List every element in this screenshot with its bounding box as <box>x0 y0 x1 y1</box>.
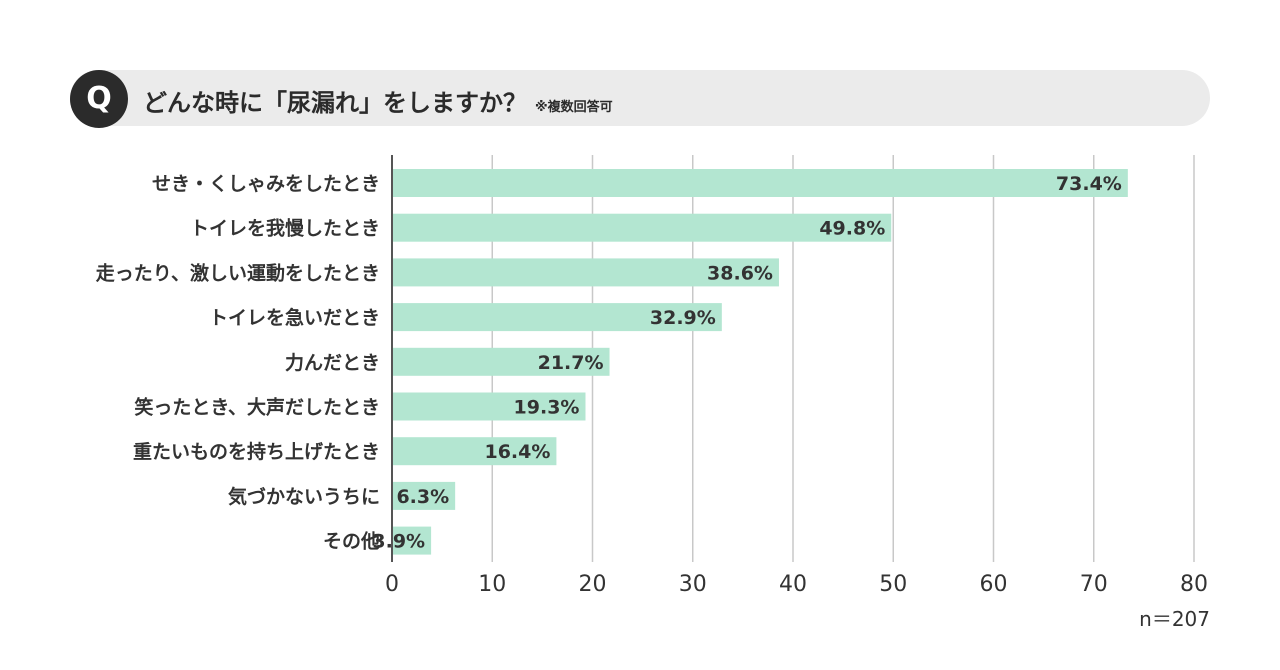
bar-value-label: 21.7% <box>538 352 604 374</box>
x-tick-label: 80 <box>1180 572 1208 597</box>
x-tick-label: 50 <box>879 572 907 597</box>
bar-value-label: 32.9% <box>650 307 716 329</box>
category-label: その他 <box>323 530 380 553</box>
question-badge: Q <box>70 70 128 128</box>
bar <box>392 526 432 555</box>
sample-size: n＝207 <box>1139 607 1210 631</box>
x-tick-label: 70 <box>1080 572 1108 597</box>
category-label: 笑ったとき、大声だしたとき <box>134 396 380 419</box>
question-text: どんな時に「尿漏れ」をしますか？ <box>143 89 527 117</box>
question-title: どんな時に「尿漏れ」をしますか？ ※複数回答可 <box>143 83 613 118</box>
category-label: 気づかないうちに <box>228 485 380 508</box>
x-tick-label: 40 <box>779 572 807 597</box>
x-tick-label: 60 <box>980 572 1008 597</box>
x-tick-label: 30 <box>679 572 707 597</box>
category-label: 力んだとき <box>285 351 380 374</box>
bar-value-label: 73.4% <box>1056 173 1122 195</box>
category-label: せき・くしゃみをしたとき <box>152 173 380 195</box>
bar <box>392 392 586 421</box>
category-label: 重たいものを持ち上げたとき <box>133 440 380 463</box>
bar <box>392 258 779 287</box>
bar-value-label: 19.3% <box>514 397 580 419</box>
bar <box>392 213 892 242</box>
bar-value-label: 38.6% <box>707 262 773 284</box>
category-label: トイレを我慢したとき <box>190 217 380 240</box>
bar <box>392 303 722 332</box>
question-banner <box>70 70 1210 126</box>
category-label: トイレを急いだとき <box>209 306 380 329</box>
bar <box>392 481 456 510</box>
bar <box>392 169 1128 197</box>
bar-value-label: 6.3% <box>396 486 449 508</box>
x-tick-label: 10 <box>478 572 506 597</box>
bar-value-label: 16.4% <box>484 441 550 463</box>
category-label: 走ったり、激しい運動をしたとき <box>96 261 380 284</box>
question-note: ※複数回答可 <box>535 100 613 115</box>
bar-value-label: 49.8% <box>819 218 885 240</box>
x-tick-label: 20 <box>579 572 607 597</box>
bar <box>392 437 557 466</box>
x-tick-label: 0 <box>385 572 399 597</box>
bar-value-label: 3.9% <box>372 531 425 553</box>
bar <box>392 347 610 376</box>
